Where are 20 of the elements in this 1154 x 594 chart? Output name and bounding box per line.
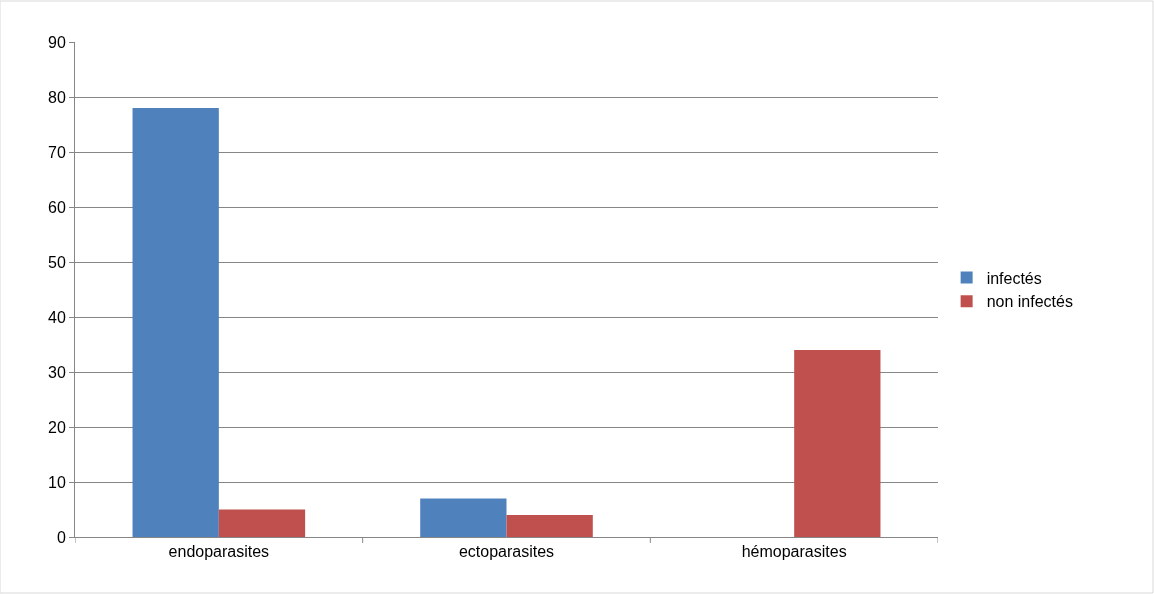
y-tick-label: 10 — [48, 473, 66, 491]
y-tick-label: 50 — [48, 253, 66, 271]
y-tick-label: 30 — [48, 363, 66, 381]
x-tick-label: endoparasites — [168, 543, 270, 561]
bar — [794, 350, 881, 537]
y-tick-label: 90 — [48, 33, 66, 51]
bar — [420, 498, 507, 537]
y-tick-label: 20 — [48, 418, 66, 436]
y-tick-label: 80 — [48, 88, 66, 106]
legend-label: non infectés — [986, 293, 1073, 311]
x-tick-label: ectoparasites — [458, 543, 555, 561]
bar — [506, 515, 593, 537]
legend-label: infectés — [986, 269, 1042, 287]
y-tick-label: 60 — [48, 198, 66, 216]
bar — [132, 108, 219, 537]
bar — [218, 509, 306, 537]
y-tick-label: 70 — [48, 143, 66, 161]
x-tick-label: hémoparasites — [741, 543, 847, 561]
y-tick-label: 40 — [48, 308, 66, 326]
y-tick-label: 0 — [56, 528, 66, 546]
